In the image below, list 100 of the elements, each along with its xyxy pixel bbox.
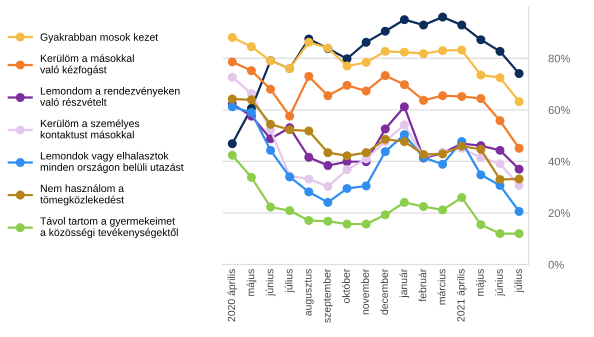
point	[476, 35, 486, 44]
point	[362, 58, 371, 67]
point	[304, 174, 314, 184]
x-tick-label: március	[438, 269, 446, 304]
x-tick-label: szeptember	[323, 268, 333, 323]
point	[495, 174, 504, 184]
point	[266, 120, 276, 129]
point	[228, 94, 237, 104]
point	[304, 126, 314, 136]
point	[400, 120, 409, 130]
point	[380, 46, 390, 56]
x-tick-label: augusztus	[304, 269, 314, 316]
point	[342, 54, 352, 64]
point	[342, 184, 352, 194]
point	[342, 80, 352, 90]
point	[514, 229, 524, 238]
point	[323, 161, 332, 170]
point	[514, 68, 524, 78]
y-tick-label: 20%	[548, 209, 570, 218]
point	[514, 164, 524, 174]
x-tick-label: október	[342, 268, 350, 304]
point	[418, 20, 428, 30]
x-tick-label: 2021 április	[456, 269, 467, 322]
x-tick-label: május	[476, 269, 486, 296]
legend-label: Gyakrabban mosok kezet	[40, 33, 158, 43]
point	[400, 80, 409, 90]
x-tick-label: december	[380, 268, 388, 315]
point	[457, 92, 466, 101]
point	[438, 46, 448, 56]
point	[495, 116, 504, 126]
legend-label: Lemondom a rendezvényeken való részvételt	[40, 86, 180, 106]
point	[228, 72, 237, 82]
point	[323, 148, 332, 158]
point	[362, 181, 371, 190]
point	[228, 150, 237, 160]
point	[246, 95, 256, 104]
point	[380, 26, 390, 36]
point	[400, 48, 409, 57]
point	[342, 62, 352, 71]
point	[380, 124, 390, 134]
point	[495, 46, 504, 56]
point	[342, 165, 352, 174]
point	[362, 220, 371, 229]
point	[323, 182, 332, 191]
x-tick-label: január	[399, 268, 410, 298]
x-tick-label: 2020 április	[227, 269, 238, 322]
legend-label: Kerülöm a személyes kontaktust másokkal	[40, 119, 140, 138]
point	[380, 71, 390, 80]
point	[304, 216, 314, 225]
y-tick-label: 0%	[548, 260, 564, 269]
y-tick-label: 60%	[548, 106, 570, 114]
point	[246, 66, 256, 76]
point	[514, 144, 524, 153]
point	[380, 134, 390, 144]
point	[228, 139, 237, 148]
point	[304, 187, 314, 196]
x-tick-label: június	[266, 269, 276, 296]
point	[438, 12, 448, 22]
point	[457, 20, 466, 30]
point	[342, 220, 352, 229]
legend-label: Lemondok vagy elhalasztok minden országon belüli utazást	[40, 152, 184, 173]
legend-label: Távol tartom a gyermekeimet a közösségi tevékenységektől	[40, 216, 178, 238]
point	[285, 112, 294, 121]
y-tick-label: 40%	[548, 158, 570, 166]
point	[514, 174, 524, 184]
point	[266, 202, 276, 212]
point	[285, 206, 294, 216]
point	[362, 148, 371, 158]
point	[476, 70, 486, 80]
point	[418, 150, 428, 159]
point	[342, 151, 352, 160]
point	[246, 42, 256, 52]
point	[323, 198, 332, 207]
point	[514, 206, 524, 216]
point	[228, 102, 237, 112]
x-tick-label: május	[246, 269, 256, 296]
x-tick-label: november	[361, 268, 369, 314]
point	[380, 147, 390, 156]
point	[476, 220, 486, 230]
point	[362, 38, 371, 47]
point	[418, 202, 428, 212]
x-tick-label: július	[284, 269, 295, 293]
point	[495, 73, 504, 82]
point	[400, 15, 409, 24]
point	[304, 152, 314, 162]
point	[362, 86, 371, 96]
point	[228, 57, 237, 66]
point	[476, 153, 486, 162]
point	[495, 229, 504, 238]
point	[476, 94, 486, 104]
point	[438, 205, 448, 214]
point	[228, 32, 237, 42]
point	[495, 159, 504, 168]
point	[400, 137, 409, 146]
point	[246, 108, 256, 117]
x-tick-label: július	[514, 269, 524, 293]
point	[476, 144, 486, 154]
point	[400, 102, 409, 112]
legend-label: Nem használom a tömegközlekedést	[40, 184, 124, 206]
point	[476, 170, 486, 180]
